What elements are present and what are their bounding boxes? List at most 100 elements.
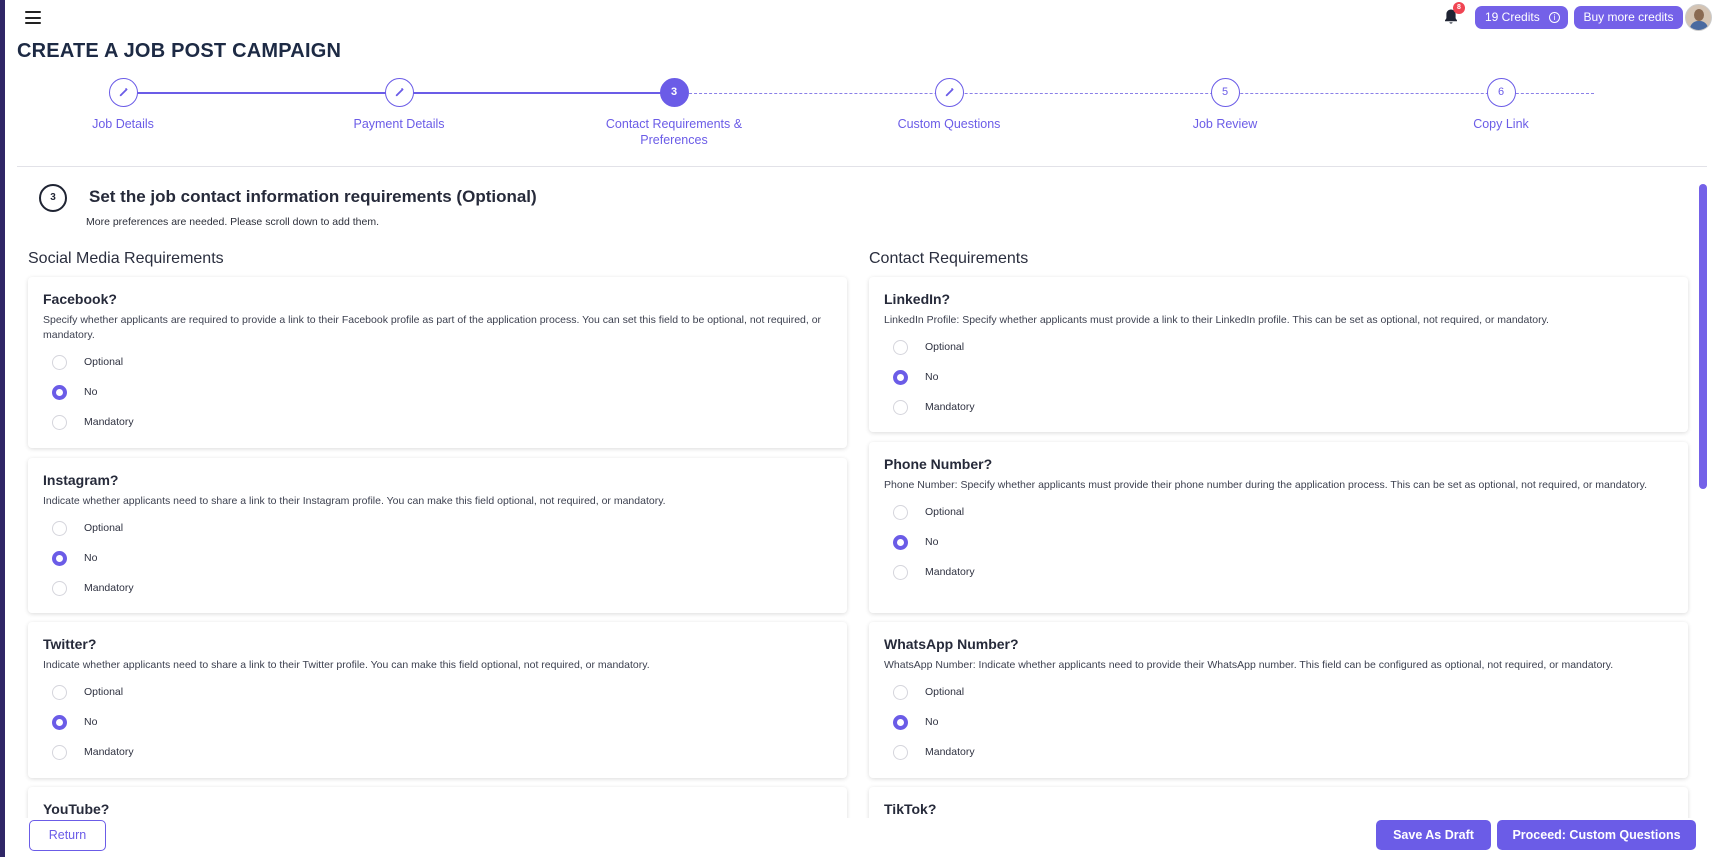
pencil-icon [395, 88, 404, 97]
option-label: Optional [925, 686, 965, 698]
step-label: Job Details [92, 117, 154, 131]
card-description: Specify whether applicants are required … [43, 314, 822, 341]
whatsapp-number-card: WhatsApp Number? WhatsApp Number: Indica… [869, 622, 1688, 778]
card-title: Instagram? [43, 472, 119, 488]
instagram-card: Instagram? Indicate whether applicants n… [28, 458, 847, 613]
credits-label: 19 Credits [1485, 10, 1540, 24]
radio-option-optional[interactable]: Optional [43, 513, 832, 543]
radio-button[interactable] [893, 714, 908, 730]
step-label: Contact Requirements & Preferences [605, 117, 743, 147]
proceed-button[interactable]: Proceed: Custom Questions [1497, 820, 1696, 850]
facebook-card: Facebook? Specify whether applicants are… [28, 277, 847, 448]
section-title: Set the job contact information requirem… [89, 187, 537, 206]
option-label: Mandatory [84, 582, 134, 594]
radio-option-no[interactable]: No [43, 707, 832, 737]
radio-button[interactable] [52, 384, 67, 400]
radio-button[interactable] [893, 744, 908, 760]
option-label: Optional [925, 506, 965, 518]
radio-option-optional[interactable]: Optional [43, 677, 832, 707]
social-media-heading: Social Media Requirements [28, 250, 224, 267]
option-label: Mandatory [84, 746, 134, 758]
twitter-card: Twitter? Indicate whether applicants nee… [28, 622, 847, 778]
radio-option-mandatory[interactable]: Mandatory [884, 392, 1673, 422]
option-label: No [925, 536, 939, 548]
card-title: YouTube? [43, 801, 110, 817]
progress-stepper: Job Details Payment Details 3 Contact Re… [17, 78, 1707, 156]
avatar[interactable] [1685, 4, 1712, 31]
radio-button[interactable] [52, 520, 67, 536]
card-title: Twitter? [43, 636, 97, 652]
radio-option-mandatory[interactable]: Mandatory [884, 737, 1673, 767]
divider [17, 166, 1707, 167]
option-label: No [84, 716, 98, 728]
credits-button[interactable]: 19 Credits i [1475, 6, 1568, 29]
radio-option-mandatory[interactable]: Mandatory [884, 557, 1673, 587]
left-edge-bar [0, 0, 5, 857]
radio-option-no[interactable]: No [43, 377, 832, 407]
step-label: Custom Questions [897, 117, 1001, 131]
option-label: No [84, 386, 98, 398]
radio-button[interactable] [893, 339, 908, 355]
card-description: LinkedIn Profile: Specify whether applic… [884, 314, 1549, 326]
radio-button[interactable] [52, 550, 67, 566]
radio-button[interactable] [52, 684, 67, 700]
step-job-details[interactable]: Job Details [23, 78, 223, 132]
save-as-draft-button[interactable]: Save As Draft [1376, 820, 1491, 850]
option-label: Optional [84, 686, 124, 698]
radio-option-mandatory[interactable]: Mandatory [43, 737, 832, 767]
scrollbar-thumb[interactable] [1699, 184, 1707, 489]
radio-option-optional[interactable]: Optional [884, 677, 1673, 707]
option-label: No [925, 716, 939, 728]
option-label: Mandatory [84, 416, 134, 428]
card-title: LinkedIn? [884, 291, 951, 307]
radio-button[interactable] [52, 354, 67, 370]
card-description: Phone Number: Specify whether applicants… [884, 479, 1648, 491]
card-title: Facebook? [43, 291, 117, 307]
radio-option-no[interactable]: No [884, 362, 1673, 392]
card-description: WhatsApp Number: Indicate whether applic… [884, 659, 1614, 671]
radio-option-optional[interactable]: Optional [884, 497, 1673, 527]
card-description: Indicate whether applicants need to shar… [43, 495, 666, 507]
card-title: WhatsApp Number? [884, 636, 1019, 652]
radio-button[interactable] [52, 714, 67, 730]
radio-button[interactable] [52, 414, 67, 430]
radio-button[interactable] [52, 744, 67, 760]
card-title: Phone Number? [884, 456, 993, 472]
radio-button[interactable] [893, 369, 908, 385]
step-custom-questions[interactable]: Custom Questions [849, 78, 1049, 132]
option-label: Mandatory [925, 566, 975, 578]
return-button[interactable]: Return [29, 820, 106, 851]
option-label: Optional [84, 356, 124, 368]
step-payment-details[interactable]: Payment Details [299, 78, 499, 132]
radio-button[interactable] [893, 534, 908, 550]
option-label: Mandatory [925, 746, 975, 758]
section-number-badge: 3 [39, 184, 67, 212]
step-job-review[interactable]: 5 Job Review [1125, 78, 1325, 132]
step-contact-requirements[interactable]: 3 Contact Requirements & Preferences [574, 78, 774, 148]
notification-badge: 8 [1453, 2, 1465, 14]
radio-button[interactable] [893, 684, 908, 700]
stepper-line-todo [674, 93, 1594, 94]
radio-option-optional[interactable]: Optional [43, 347, 832, 377]
radio-option-no[interactable]: No [43, 543, 832, 573]
radio-option-optional[interactable]: Optional [884, 332, 1673, 362]
radio-button[interactable] [893, 504, 908, 520]
linkedin-card: LinkedIn? LinkedIn Profile: Specify whet… [869, 277, 1688, 432]
step-2-marker [384, 78, 414, 107]
radio-option-mandatory[interactable]: Mandatory [43, 407, 832, 437]
radio-button[interactable] [893, 399, 908, 415]
section-subtitle: More preferences are needed. Please scro… [86, 216, 380, 228]
radio-button[interactable] [893, 564, 908, 580]
radio-option-no[interactable]: No [884, 707, 1673, 737]
hamburger-menu-icon[interactable] [25, 11, 41, 24]
radio-option-no[interactable]: No [884, 527, 1673, 557]
option-label: No [84, 552, 98, 564]
pencil-icon [119, 88, 128, 97]
radio-button[interactable] [52, 580, 67, 596]
radio-option-mandatory[interactable]: Mandatory [43, 573, 832, 603]
step-6-marker: 6 [1486, 78, 1516, 107]
card-title: TikTok? [884, 801, 937, 817]
step-copy-link[interactable]: 6 Copy Link [1401, 78, 1601, 132]
buy-credits-button[interactable]: Buy more credits [1574, 6, 1683, 29]
step-label: Job Review [1192, 117, 1258, 131]
